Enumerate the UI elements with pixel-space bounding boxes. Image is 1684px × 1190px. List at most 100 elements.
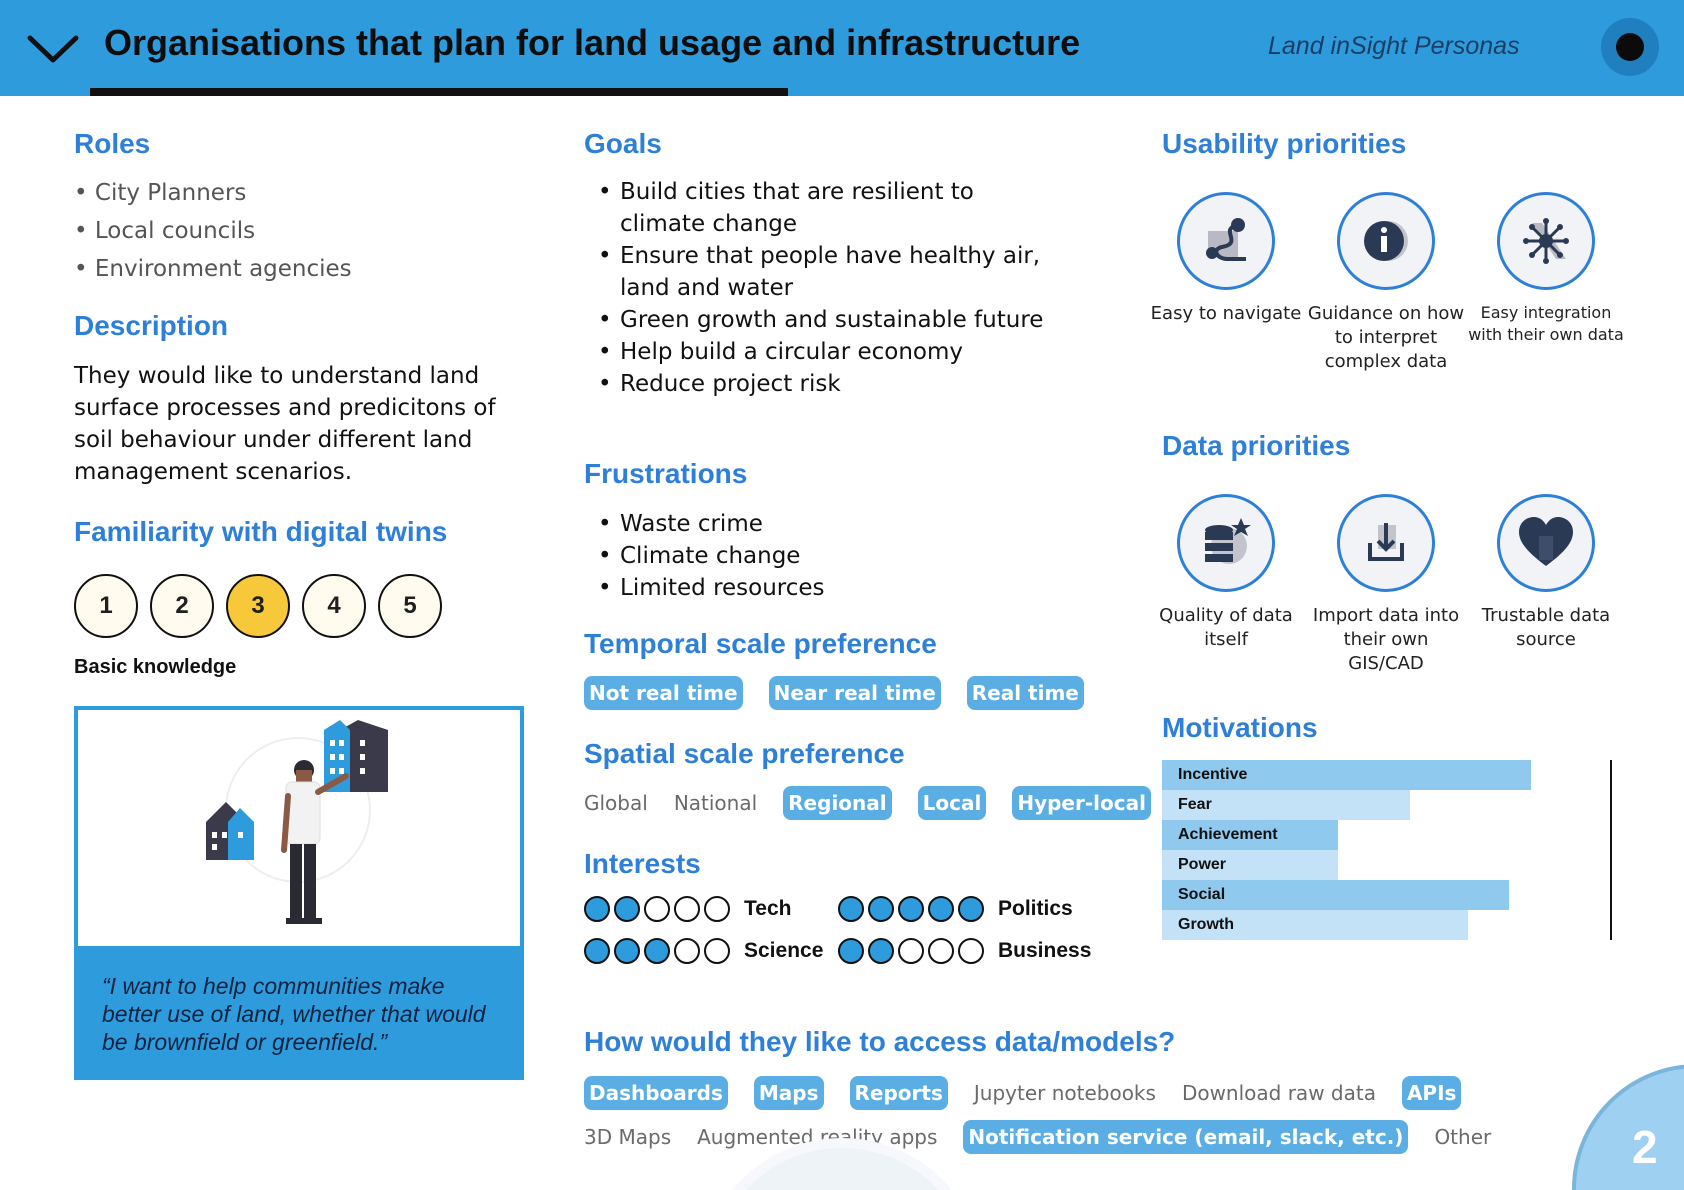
spatial-tag-local: Local (917, 786, 987, 820)
motivation-bar (1162, 790, 1410, 820)
interest-dot (644, 896, 670, 922)
usability-label: Guidance on how to interpret complex dat… (1307, 303, 1465, 372)
interest-dot (898, 896, 924, 922)
temporal-tags: Not real time Near real time Real time (584, 676, 1110, 710)
data-priority-import: Import data into their own GIS/CAD (1306, 494, 1466, 676)
spatial-tag-global: Global (584, 791, 648, 815)
description-heading: Description (74, 310, 229, 341)
page-number-badge (1572, 1064, 1684, 1190)
motivations-heading: Motivations (1162, 712, 1318, 743)
interest-label: Tech (744, 897, 792, 920)
motivation-label: Power (1178, 856, 1227, 873)
access-tags-row-1: Dashboards Maps Reports Jupyter notebook… (584, 1076, 1487, 1110)
access-tag-dashboards: Dashboards (584, 1076, 728, 1110)
motivations-axis (1610, 760, 1612, 940)
goal-item: Reduce project risk (584, 368, 1054, 400)
access-tag-3d-maps: 3D Maps (584, 1125, 672, 1149)
title-underline (90, 88, 788, 96)
familiarity-level-2: 2 (150, 574, 214, 638)
spatial-tags: Global National Regional Local Hyper-loc… (584, 786, 1177, 820)
city-planner-illustration (206, 720, 388, 924)
motivation-bar (1162, 820, 1338, 850)
role-item: Environment agencies (74, 250, 352, 288)
header-bar: Organisations that plan for land usage a… (0, 0, 1684, 96)
familiarity-label: Basic knowledge (74, 656, 237, 678)
interest-dot (838, 938, 864, 964)
goal-item: Build cities that are resilient to clima… (584, 176, 1054, 240)
interest-dot (704, 938, 730, 964)
chevron-down-icon[interactable] (26, 28, 80, 68)
interest-dot (898, 938, 924, 964)
interest-dot (584, 896, 610, 922)
interest-dot (868, 938, 894, 964)
description-text: They would like to understand land surfa… (74, 363, 496, 485)
data-priority-label: Quality of data itself (1159, 605, 1293, 650)
temporal-heading: Temporal scale preference (584, 628, 937, 659)
menu-dot-button[interactable] (1601, 18, 1659, 76)
interest-dot (958, 938, 984, 964)
motivation-label: Fear (1178, 796, 1212, 813)
interest-label: Politics (998, 897, 1073, 920)
interest-business: Business (838, 938, 1091, 964)
interests-heading: Interests (584, 848, 701, 879)
frustrations-heading: Frustrations (584, 458, 748, 489)
motivation-row: Growth (1162, 910, 1612, 940)
goal-item: Ensure that people have healthy air, lan… (584, 240, 1054, 304)
temporal-tag-not-real-time: Not real time (584, 676, 743, 710)
familiarity-heading: Familiarity with digital twins (74, 516, 448, 547)
interest-dot (704, 896, 730, 922)
familiarity-level-3: 3 (226, 574, 290, 638)
route-map-icon (1177, 192, 1275, 290)
interest-label: Business (998, 939, 1092, 962)
motivation-label: Achievement (1178, 826, 1278, 843)
network-icon (1497, 192, 1595, 290)
temporal-tag-near-real-time: Near real time (768, 676, 941, 710)
roles-list: City Planners Local councils Environment… (74, 174, 352, 288)
spatial-tag-regional: Regional (783, 786, 892, 820)
interest-dot (674, 938, 700, 964)
brand-label: Land inSight Personas (1268, 32, 1520, 60)
database-star-icon (1177, 494, 1275, 592)
motivation-bar (1162, 760, 1531, 790)
interest-dot (868, 896, 894, 922)
goals-heading: Goals (584, 128, 662, 159)
spatial-tag-hyper-local: Hyper-local (1012, 786, 1151, 820)
persona-card: “I want to help communities make better … (74, 706, 524, 1080)
data-priority-label: Trustable data source (1481, 605, 1611, 650)
page-title: Organisations that plan for land usage a… (104, 22, 1081, 63)
frustrations-list: Waste crime Climate change Limited resou… (584, 508, 1054, 604)
frustration-item: Limited resources (584, 572, 1054, 604)
interest-dot (838, 896, 864, 922)
motivation-bar (1162, 850, 1338, 880)
access-tag-other: Other (1434, 1125, 1492, 1149)
motivation-label: Growth (1178, 916, 1234, 933)
data-priority-trust: Trustable data source (1466, 494, 1626, 652)
familiarity-scale: 1 2 3 4 5 (74, 574, 442, 638)
motivation-bar (1162, 880, 1509, 910)
access-tag-jupyter: Jupyter notebooks (973, 1081, 1156, 1105)
access-heading: How would they like to access data/model… (584, 1026, 1176, 1057)
spatial-tag-national: National (673, 791, 758, 815)
roles-heading: Roles (74, 128, 151, 159)
access-tags-row-2: 3D Maps Augmented reality apps Notificat… (584, 1120, 1517, 1154)
motivation-label: Social (1178, 886, 1226, 903)
motivation-label: Incentive (1178, 766, 1248, 783)
usability-heading: Usability priorities (1162, 128, 1407, 159)
interest-dot (928, 938, 954, 964)
interest-dot (584, 938, 610, 964)
motivation-bar (1162, 910, 1468, 940)
interest-dot (674, 896, 700, 922)
frustration-item: Waste crime (584, 508, 1054, 540)
access-tag-notifications: Notification service (email, slack, etc.… (963, 1120, 1409, 1154)
temporal-tag-real-time: Real time (966, 676, 1084, 710)
access-tag-maps: Maps (753, 1076, 824, 1110)
spatial-heading: Spatial scale preference (584, 738, 905, 769)
interest-tech: Tech (584, 896, 791, 922)
access-tag-apis: APIs (1401, 1076, 1462, 1110)
interest-dot (958, 896, 984, 922)
page-number: 2 (1632, 1121, 1658, 1173)
access-tag-reports: Reports (849, 1076, 948, 1110)
usability-label: Easy to navigate (1150, 303, 1302, 324)
interest-dot (614, 896, 640, 922)
interest-politics: Politics (838, 896, 1073, 922)
